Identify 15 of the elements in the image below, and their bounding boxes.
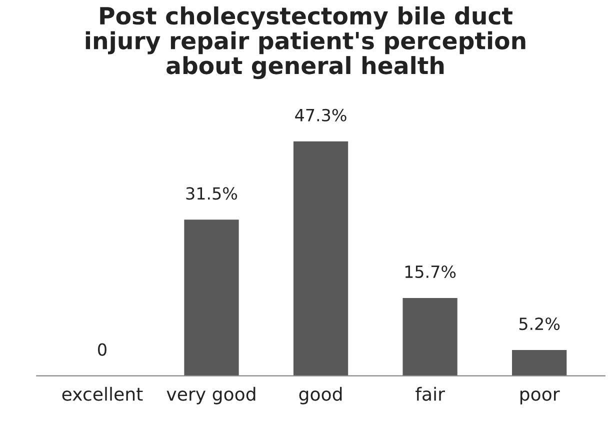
x-tick-label: very good — [166, 386, 256, 404]
bar — [512, 350, 567, 376]
data-label: 0 — [98, 343, 106, 356]
bar — [184, 220, 239, 376]
bar — [402, 298, 458, 376]
chart-title: Post cholecystectomy bile duct injury repair patient's perception about general health — [86, 6, 526, 80]
data-label: 47.3% — [295, 108, 346, 122]
data-label: 5.2% — [519, 317, 560, 330]
data-label: 31.5% — [186, 187, 238, 200]
x-tick-label: good — [299, 386, 342, 404]
data-label: 15.7% — [405, 265, 456, 278]
x-tick-label: excellent — [62, 386, 143, 401]
bar — [293, 141, 348, 376]
x-tick-label: poor — [520, 390, 560, 404]
x-tick-label: fair — [416, 386, 445, 401]
